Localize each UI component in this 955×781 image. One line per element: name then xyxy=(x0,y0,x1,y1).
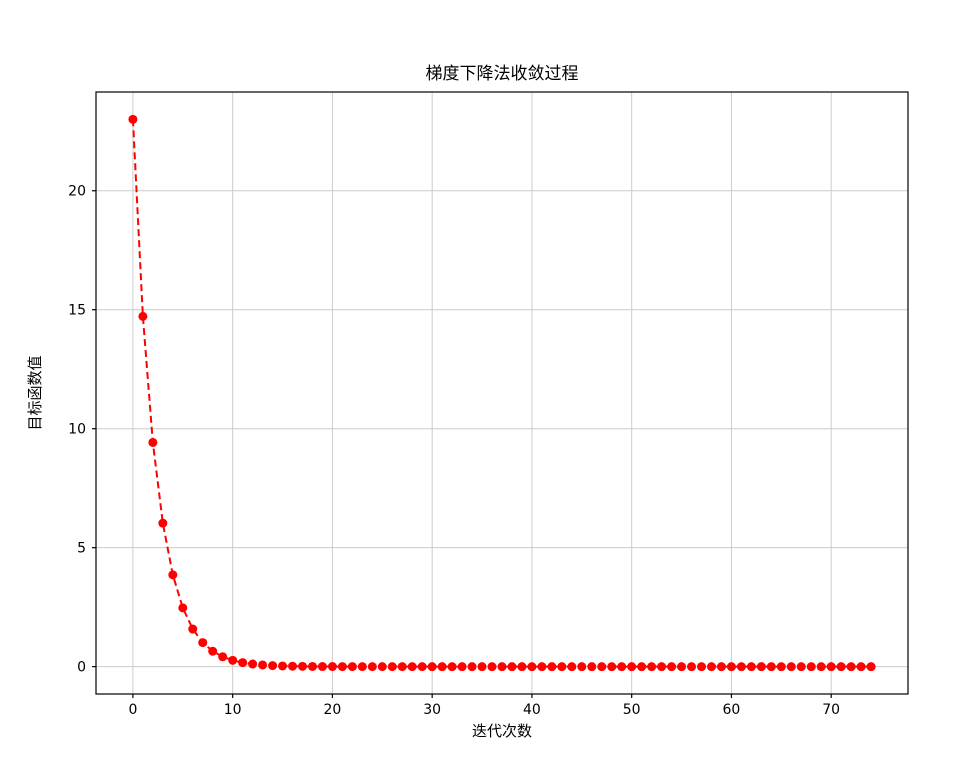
data-point xyxy=(647,662,657,672)
data-point xyxy=(557,662,567,672)
data-point xyxy=(337,662,347,672)
y-tick-label: 15 xyxy=(68,303,86,319)
data-point xyxy=(657,662,667,672)
data-point xyxy=(766,662,776,672)
data-point xyxy=(148,437,158,447)
objective-line xyxy=(131,119,872,668)
plot-border xyxy=(95,91,909,695)
data-point xyxy=(537,662,547,672)
data-point xyxy=(297,661,307,671)
data-point xyxy=(457,662,467,672)
data-point xyxy=(587,662,597,672)
data-point xyxy=(437,662,447,672)
data-point xyxy=(497,662,507,672)
data-point xyxy=(607,662,617,672)
data-point xyxy=(786,662,796,672)
data-point xyxy=(248,659,258,669)
data-point xyxy=(746,662,756,672)
data-point xyxy=(716,662,726,672)
data-point xyxy=(397,662,407,672)
data-point xyxy=(726,662,736,672)
data-point xyxy=(796,662,806,672)
data-point xyxy=(627,662,637,672)
data-point xyxy=(138,311,148,321)
data-point xyxy=(866,662,876,672)
data-point xyxy=(198,638,208,648)
x-tick-label: 70 xyxy=(822,702,840,718)
data-point xyxy=(288,661,298,671)
data-point xyxy=(357,662,367,672)
y-tick-label: 10 xyxy=(68,422,86,438)
data-point xyxy=(567,662,577,672)
data-point xyxy=(547,662,557,672)
data-point xyxy=(517,662,527,672)
data-point xyxy=(278,661,288,671)
data-point xyxy=(687,662,697,672)
data-series xyxy=(128,114,876,672)
data-point xyxy=(826,662,836,672)
data-point xyxy=(527,662,537,672)
x-tick-label: 40 xyxy=(523,702,541,718)
data-point xyxy=(577,662,587,672)
data-point xyxy=(417,662,427,672)
y-tick-label: 20 xyxy=(68,184,86,200)
data-point xyxy=(597,662,607,672)
data-point xyxy=(736,662,746,672)
x-tick-label: 0 xyxy=(128,702,137,718)
data-point xyxy=(387,662,397,672)
data-point xyxy=(467,662,477,672)
data-point xyxy=(617,662,627,672)
data-point xyxy=(168,570,178,580)
data-point xyxy=(836,662,846,672)
data-point xyxy=(158,518,168,528)
x-axis-label: 迭代次数 xyxy=(472,722,532,740)
x-tick-label: 20 xyxy=(324,702,342,718)
data-point xyxy=(238,658,248,668)
data-point xyxy=(706,662,716,672)
axis-ticks: 0 10 20 30 40 50 60 70 0 5 10 15 20 xyxy=(68,184,840,718)
data-point xyxy=(228,655,238,665)
x-tick-label: 60 xyxy=(723,702,741,718)
data-point xyxy=(816,662,826,672)
data-point xyxy=(756,662,766,672)
data-point xyxy=(268,661,278,671)
data-point xyxy=(477,662,487,672)
data-point xyxy=(427,662,437,672)
y-tick-label: 0 xyxy=(77,660,86,676)
data-point xyxy=(218,652,228,662)
data-point xyxy=(407,662,417,672)
data-point xyxy=(806,662,816,672)
data-point xyxy=(487,662,497,672)
data-point xyxy=(317,662,327,672)
data-point xyxy=(667,662,677,672)
data-point xyxy=(677,662,687,672)
data-point xyxy=(178,603,188,613)
data-point xyxy=(128,114,138,124)
y-tick-label: 5 xyxy=(77,541,86,557)
data-point xyxy=(327,662,337,672)
data-point xyxy=(507,662,517,672)
y-axis-label: 目标函数值 xyxy=(26,355,44,430)
chart-title: 梯度下降法收敛过程 xyxy=(426,64,579,84)
data-point xyxy=(188,624,198,634)
data-point xyxy=(856,662,866,672)
x-tick-label: 50 xyxy=(623,702,641,718)
data-point xyxy=(637,662,647,672)
data-point xyxy=(377,662,387,672)
data-point xyxy=(307,661,317,671)
data-point xyxy=(697,662,707,672)
data-point xyxy=(846,662,856,672)
grid-lines xyxy=(96,92,908,694)
data-point xyxy=(367,662,377,672)
data-point xyxy=(258,660,268,670)
x-tick-label: 10 xyxy=(224,702,242,718)
data-point xyxy=(776,662,786,672)
data-point xyxy=(347,662,357,672)
data-point xyxy=(447,662,457,672)
data-point xyxy=(208,646,218,656)
x-tick-label: 30 xyxy=(423,702,441,718)
